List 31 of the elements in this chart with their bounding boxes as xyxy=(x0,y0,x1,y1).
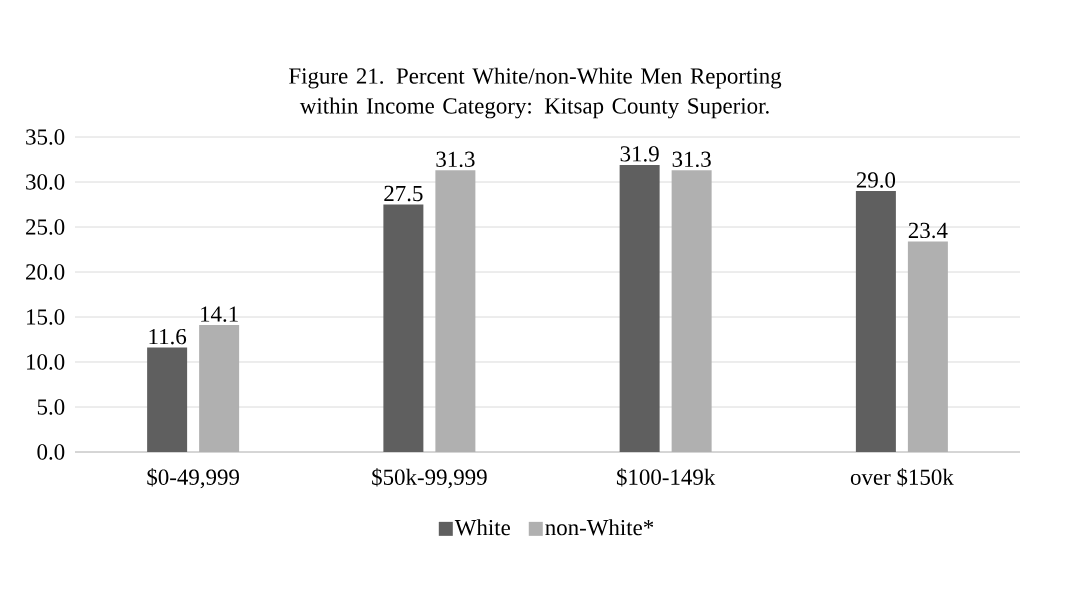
data-label: 27.5 xyxy=(384,185,423,202)
bar xyxy=(383,204,424,452)
data-label: 23.4 xyxy=(908,222,948,239)
data-label: 14.1 xyxy=(201,306,238,322)
bar xyxy=(671,170,712,452)
bar xyxy=(855,191,896,452)
y-tick-label: 20.0 xyxy=(26,264,65,280)
x-tick-label: over $150k xyxy=(850,468,954,487)
bar xyxy=(199,325,240,452)
y-tick-label: 5.0 xyxy=(37,399,65,415)
data-label: 11.6 xyxy=(149,328,187,345)
data-label: 31.9 xyxy=(620,146,659,162)
data-label: 29.0 xyxy=(856,172,896,188)
y-tick-label: 0.0 xyxy=(37,444,65,460)
bar xyxy=(147,347,188,452)
chart-title: Figure 21. Percent White/non-White Men Reporting within Income Category: Kitsap County Superior. xyxy=(289,67,782,119)
y-tick-label: 35.0 xyxy=(26,129,65,145)
bar xyxy=(907,241,948,452)
legend-label: non-White* xyxy=(545,519,654,536)
x-tick-label: $0-49,999 xyxy=(147,468,239,489)
data-label: 31.3 xyxy=(672,151,711,168)
x-tick-label: $100-149k xyxy=(616,468,716,487)
data-label: 31.3 xyxy=(436,151,475,168)
bar xyxy=(619,164,660,452)
legend-label: White xyxy=(454,519,510,536)
y-tick-label: 15.0 xyxy=(27,309,65,325)
y-tick-label: 10.0 xyxy=(27,354,65,370)
y-tick-label: 25.0 xyxy=(26,219,65,235)
bar xyxy=(435,170,476,452)
y-tick-label: 30.0 xyxy=(26,174,65,190)
x-tick-label: $50k-99,999 xyxy=(372,468,487,489)
